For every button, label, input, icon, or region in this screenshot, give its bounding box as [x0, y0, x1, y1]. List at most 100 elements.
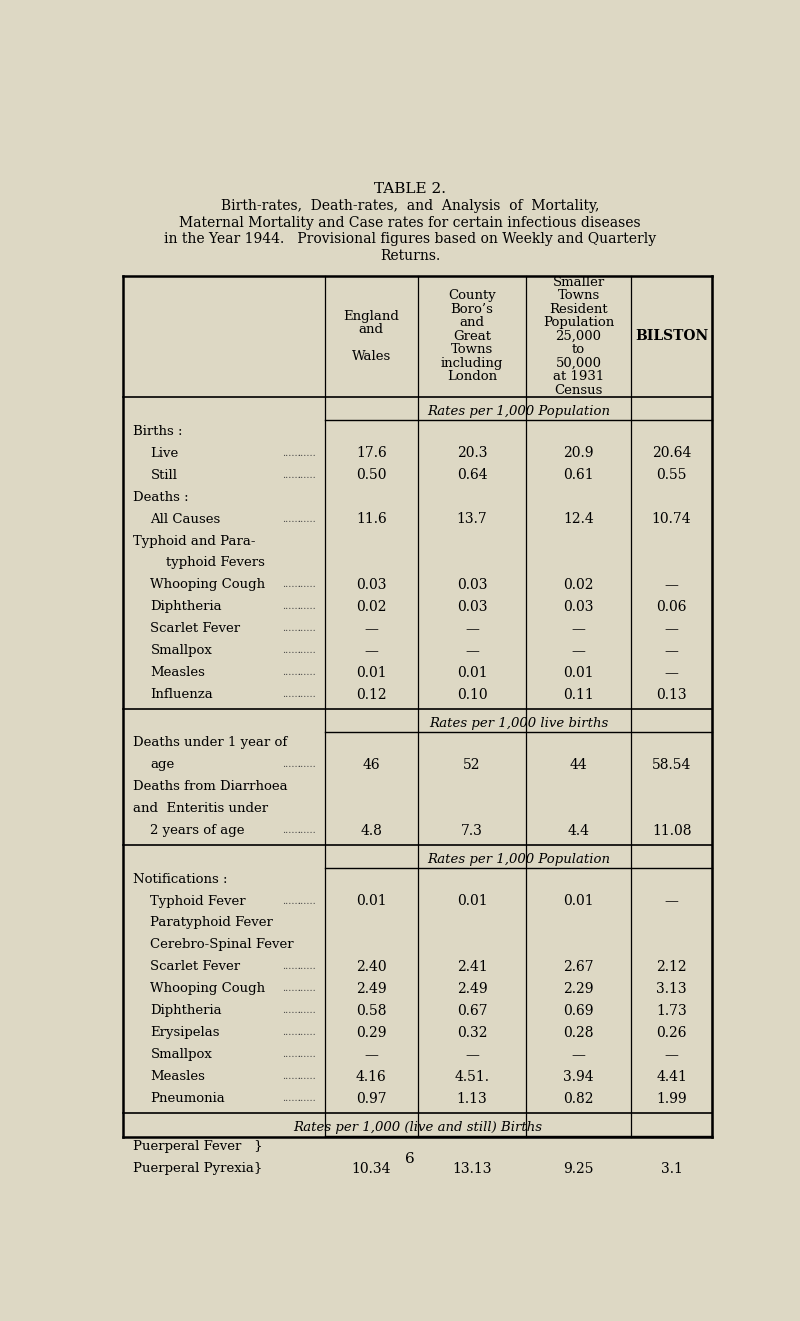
Text: 12.4: 12.4	[563, 513, 594, 526]
Text: Deaths from Diarrhoea: Deaths from Diarrhoea	[133, 781, 287, 794]
Text: Population: Population	[543, 317, 614, 329]
Text: Birth-rates,  Death-rates,  and  Analysis  of  Mortality,: Birth-rates, Death-rates, and Analysis o…	[221, 198, 599, 213]
Text: 4.8: 4.8	[360, 824, 382, 838]
Text: Great: Great	[453, 330, 491, 343]
Text: Towns: Towns	[451, 343, 493, 357]
Text: 3.13: 3.13	[656, 982, 687, 996]
Text: including: including	[441, 357, 503, 370]
Text: 0.29: 0.29	[356, 1025, 386, 1040]
Text: 1.13: 1.13	[457, 1091, 487, 1106]
Text: ......: ......	[297, 826, 315, 835]
Text: 44: 44	[570, 758, 587, 771]
Text: Still: Still	[150, 469, 178, 482]
Text: 0.01: 0.01	[356, 894, 386, 908]
Text: —: —	[665, 1048, 678, 1062]
Text: 3.1: 3.1	[661, 1161, 682, 1176]
Text: Whooping Cough: Whooping Cough	[150, 983, 266, 995]
Text: ......: ......	[282, 625, 301, 633]
Text: 0.69: 0.69	[563, 1004, 594, 1017]
Text: ......: ......	[282, 646, 301, 655]
Text: Resident: Resident	[550, 303, 608, 316]
Text: 0.32: 0.32	[457, 1025, 487, 1040]
Text: 2.40: 2.40	[356, 960, 386, 974]
Text: Typhoid Fever: Typhoid Fever	[150, 894, 246, 908]
Text: ......: ......	[282, 470, 301, 480]
Text: ......: ......	[297, 470, 315, 480]
Text: Deaths :: Deaths :	[133, 490, 188, 503]
Text: —: —	[364, 643, 378, 658]
Text: —: —	[665, 666, 678, 680]
Text: ......: ......	[297, 1073, 315, 1081]
Text: 11.6: 11.6	[356, 513, 386, 526]
Text: ......: ......	[297, 1007, 315, 1016]
Text: ......: ......	[297, 1050, 315, 1059]
Text: Paratyphoid Fever: Paratyphoid Fever	[150, 917, 274, 930]
Text: 50,000: 50,000	[555, 357, 602, 370]
Text: Smallpox: Smallpox	[150, 645, 212, 658]
Text: age: age	[150, 758, 174, 771]
Text: 2.41: 2.41	[457, 960, 487, 974]
Text: 0.06: 0.06	[656, 600, 687, 614]
Text: TABLE 2.: TABLE 2.	[374, 181, 446, 196]
Text: 9.25: 9.25	[563, 1161, 594, 1176]
Text: ......: ......	[282, 1050, 301, 1059]
Text: ......: ......	[297, 963, 315, 971]
Text: and  Enteritis under: and Enteritis under	[133, 802, 268, 815]
Text: Towns: Towns	[558, 289, 600, 303]
Text: 2 years of age: 2 years of age	[150, 824, 245, 838]
Text: ......: ......	[297, 625, 315, 633]
Text: 20.9: 20.9	[563, 446, 594, 460]
Text: 0.28: 0.28	[563, 1025, 594, 1040]
Text: 0.01: 0.01	[457, 894, 487, 908]
Text: ......: ......	[282, 1073, 301, 1081]
Text: —: —	[364, 622, 378, 635]
Text: —: —	[665, 622, 678, 635]
Text: 0.03: 0.03	[457, 600, 487, 614]
Text: ......: ......	[297, 449, 315, 458]
Text: —: —	[465, 1048, 479, 1062]
Text: 0.50: 0.50	[356, 468, 386, 482]
Text: 2.49: 2.49	[356, 982, 386, 996]
Text: Pneumonia: Pneumonia	[150, 1092, 225, 1106]
Text: BILSTON: BILSTON	[635, 329, 708, 343]
Text: ......: ......	[282, 761, 301, 769]
Text: All Causes: All Causes	[150, 513, 221, 526]
Text: Scarlet Fever: Scarlet Fever	[150, 622, 241, 635]
Text: 2.67: 2.67	[563, 960, 594, 974]
Text: Scarlet Fever: Scarlet Fever	[150, 960, 241, 974]
Text: 0.97: 0.97	[356, 1091, 386, 1106]
Text: 0.64: 0.64	[457, 468, 487, 482]
Text: Puerperal Fever   }: Puerperal Fever }	[133, 1140, 262, 1153]
Text: 0.58: 0.58	[356, 1004, 386, 1017]
Text: ......: ......	[282, 984, 301, 993]
Text: County: County	[448, 289, 496, 303]
Text: 0.61: 0.61	[563, 468, 594, 482]
Text: ......: ......	[282, 668, 301, 678]
Text: 0.55: 0.55	[656, 468, 687, 482]
Text: 7.3: 7.3	[461, 824, 483, 838]
Text: ......: ......	[282, 449, 301, 458]
Text: in the Year 1944.   Provisional figures based on Weekly and Quarterly: in the Year 1944. Provisional figures ba…	[164, 232, 656, 247]
Text: 20.64: 20.64	[652, 446, 691, 460]
Text: 0.03: 0.03	[457, 577, 487, 592]
Text: Measles: Measles	[150, 666, 206, 679]
Text: Rates per 1,000 (live and still) Births: Rates per 1,000 (live and still) Births	[294, 1122, 542, 1133]
Text: Diphtheria: Diphtheria	[150, 1004, 222, 1017]
Text: ......: ......	[282, 897, 301, 905]
Text: ......: ......	[282, 1094, 301, 1103]
Text: Rates per 1,000 live births: Rates per 1,000 live births	[429, 717, 608, 731]
Text: 20.3: 20.3	[457, 446, 487, 460]
Text: ......: ......	[282, 602, 301, 612]
Text: Erysipelas: Erysipelas	[150, 1026, 220, 1040]
Text: 0.01: 0.01	[563, 894, 594, 908]
Text: 0.03: 0.03	[356, 577, 386, 592]
Text: 0.02: 0.02	[563, 577, 594, 592]
Text: Live: Live	[150, 446, 178, 460]
Text: to: to	[572, 343, 585, 357]
Text: 17.6: 17.6	[356, 446, 386, 460]
Text: 0.01: 0.01	[563, 666, 594, 680]
Text: Typhoid and Para-: Typhoid and Para-	[133, 535, 255, 547]
Text: Deaths under 1 year of: Deaths under 1 year of	[133, 737, 287, 749]
Text: Rates per 1,000 Population: Rates per 1,000 Population	[427, 853, 610, 867]
Text: ......: ......	[297, 1028, 315, 1037]
